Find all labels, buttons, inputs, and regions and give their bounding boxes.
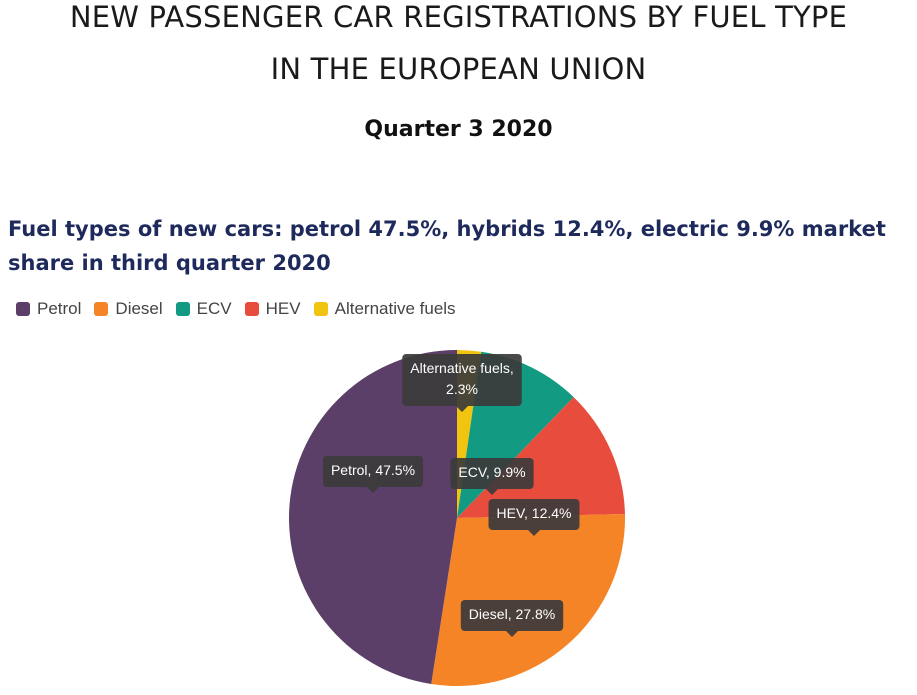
legend-label: ECV [196, 299, 232, 318]
page-title-line-1: NEW PASSENGER CAR REGISTRATIONS BY FUEL … [69, 0, 848, 34]
data-label: 2.3% [446, 381, 478, 397]
data-label: Petrol, 47.5% [331, 462, 415, 478]
legend-swatch [94, 302, 109, 316]
callout-box [488, 499, 580, 530]
data-label: Alternative fuels, [410, 360, 514, 376]
callout-pointer [367, 487, 379, 493]
chart-legend: Petrol Diesel ECV HEV Alternative fuels [16, 299, 469, 319]
callout-box [402, 354, 522, 406]
callout-petrol: Petrol, 47.5% [322, 456, 424, 493]
data-label: Diesel, 27.8% [469, 606, 555, 622]
callout-pointer [506, 631, 518, 637]
legend-item-petrol[interactable]: Petrol [16, 299, 81, 319]
legend-item-diesel[interactable]: Diesel [94, 299, 163, 319]
legend-label: Diesel [115, 299, 163, 318]
callout-box [460, 600, 564, 631]
callout-pointer [456, 406, 468, 412]
page-title-line-2: IN THE EUROPEAN UNION [270, 52, 647, 86]
data-label: HEV, 12.4% [497, 505, 572, 521]
callout-diesel: Diesel, 27.8% [460, 600, 564, 637]
legend-label: Alternative fuels [334, 299, 456, 318]
legend-swatch [175, 302, 190, 316]
legend-item-hev[interactable]: HEV [244, 299, 301, 319]
legend-item-alternative-fuels[interactable]: Alternative fuels [313, 299, 456, 319]
callout-alternative-fuels: Alternative fuels, 2.3% [402, 354, 522, 412]
legend-item-ecv[interactable]: ECV [175, 299, 232, 319]
callout-pointer [528, 530, 540, 536]
callout-ecv: ECV, 9.9% [450, 458, 534, 495]
callout-box [450, 458, 534, 489]
callout-pointer [486, 489, 498, 495]
chart-title: Fuel types of new cars: petrol 47.5%, hy… [8, 217, 886, 275]
legend-swatch [313, 302, 328, 316]
callout-hev: HEV, 12.4% [488, 499, 580, 536]
legend-swatch [244, 302, 259, 316]
pie-slice-petrol[interactable] [288, 350, 457, 685]
period-label: Quarter 3 2020 [364, 117, 553, 142]
legend-label: HEV [265, 299, 301, 318]
data-label: ECV, 9.9% [458, 464, 525, 480]
legend-label: Petrol [37, 299, 82, 318]
legend-swatch [16, 302, 30, 316]
callout-box [322, 456, 424, 487]
